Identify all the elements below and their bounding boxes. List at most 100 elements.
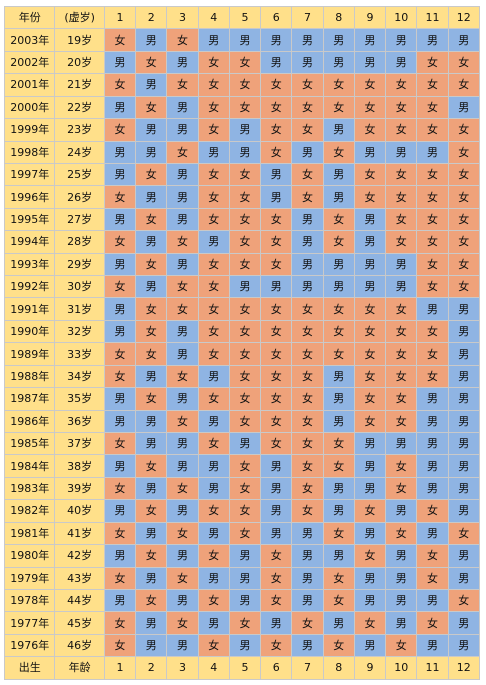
gender-cell: 男 — [135, 409, 168, 434]
gender-cell: 女 — [260, 566, 293, 590]
gender-cell: 男 — [135, 566, 168, 590]
gender-cell: 男 — [166, 319, 199, 344]
gender-cell: 女 — [260, 342, 293, 366]
gender-cell: 女 — [166, 409, 199, 434]
gender-cell: 女 — [322, 454, 355, 478]
footer-month-4: 4 — [197, 656, 230, 680]
gender-cell: 女 — [322, 566, 355, 590]
gender-cell: 男 — [416, 476, 449, 501]
gender-cell: 男 — [135, 230, 168, 254]
gender-cell: 女 — [322, 297, 355, 321]
gender-cell: 女 — [228, 185, 262, 209]
age-cell: 36岁 — [54, 409, 105, 434]
age-cell: 19岁 — [54, 28, 105, 52]
gender-cell: 女 — [416, 544, 449, 568]
gender-cell: 男 — [103, 544, 137, 568]
gender-cell: 女 — [385, 185, 418, 209]
gender-cell: 女 — [353, 611, 387, 635]
gender-cell: 女 — [385, 118, 418, 142]
gender-cell: 女 — [103, 275, 137, 299]
gender-cell: 男 — [228, 432, 262, 456]
gender-cell: 女 — [353, 342, 387, 366]
gender-cell: 男 — [447, 28, 481, 52]
gender-cell: 男 — [447, 342, 481, 366]
gender-cell: 女 — [322, 140, 355, 164]
gender-cell: 女 — [103, 476, 137, 501]
age-cell: 45岁 — [54, 611, 105, 635]
gender-cell: 男 — [322, 611, 355, 635]
header-month-7: 7 — [291, 5, 324, 30]
gender-cell: 男 — [447, 95, 481, 120]
age-cell: 27岁 — [54, 207, 105, 232]
gender-cell: 女 — [322, 432, 355, 456]
table-row: 1998年 24岁男男女男男女男女男男男女 — [3, 140, 481, 164]
gender-cell: 男 — [197, 611, 230, 635]
gender-cell: 男 — [416, 432, 449, 456]
birth-year-cell: 1988年 — [3, 364, 56, 389]
gender-cell: 男 — [260, 162, 293, 187]
birth-year-cell: 1995年 — [3, 207, 56, 232]
gender-cell: 女 — [447, 521, 481, 546]
gender-cell: 男 — [166, 185, 199, 209]
gender-cell: 女 — [416, 319, 449, 344]
header-year-label: 年份 — [3, 5, 56, 30]
gender-cell: 女 — [385, 297, 418, 321]
gender-cell: 男 — [353, 432, 387, 456]
gender-cell: 女 — [447, 185, 481, 209]
gender-cell: 女 — [291, 162, 324, 187]
gender-cell: 女 — [103, 566, 137, 590]
table-row: 1978年 44岁男女男女男女男女男男男女 — [3, 588, 481, 613]
gender-cell: 女 — [416, 185, 449, 209]
gender-cell: 男 — [322, 252, 355, 277]
gender-cell: 男 — [260, 275, 293, 299]
gender-cell: 男 — [353, 140, 387, 164]
gender-cell: 女 — [166, 140, 199, 164]
gender-cell: 女 — [197, 275, 230, 299]
table-row: 1993年 29岁男女男女女女男男男男女女 — [3, 252, 481, 277]
age-cell: 46岁 — [54, 633, 105, 658]
gender-cell: 男 — [166, 342, 199, 366]
gender-cell: 女 — [135, 50, 168, 75]
gender-cell: 男 — [166, 162, 199, 187]
header-month-3: 3 — [166, 5, 199, 30]
gender-cell: 女 — [291, 387, 324, 411]
table-row: 1996年 26岁女男男女女男女男女女女女 — [3, 185, 481, 209]
gender-cell: 女 — [260, 364, 293, 389]
gender-cell: 男 — [197, 140, 230, 164]
gender-cell: 男 — [353, 633, 387, 658]
gender-cell: 女 — [322, 207, 355, 232]
gender-cell: 女 — [103, 342, 137, 366]
gender-cell: 男 — [385, 432, 418, 456]
gender-cell: 女 — [166, 476, 199, 501]
birth-year-cell: 1987年 — [3, 387, 56, 411]
table-row: 1980年 42岁男女男女男女男男女男女男 — [3, 544, 481, 568]
gender-cell: 男 — [447, 297, 481, 321]
table-row: 1981年 41岁女男女男女男男女男女男女 — [3, 521, 481, 546]
gender-cell: 男 — [416, 409, 449, 434]
age-cell: 43岁 — [54, 566, 105, 590]
gender-cell: 女 — [103, 633, 137, 658]
gender-cell: 女 — [447, 252, 481, 277]
gender-cell: 男 — [353, 588, 387, 613]
birth-year-cell: 2002年 — [3, 50, 56, 75]
gender-cell: 男 — [103, 588, 137, 613]
gender-cell: 男 — [197, 409, 230, 434]
gender-cell: 男 — [135, 73, 168, 97]
age-cell: 41岁 — [54, 521, 105, 546]
birth-year-cell: 1979年 — [3, 566, 56, 590]
gender-cell: 女 — [291, 342, 324, 366]
gender-cell: 女 — [291, 185, 324, 209]
table-row: 1988年 34岁女男女男女女女男女女女男 — [3, 364, 481, 389]
gender-cell: 女 — [197, 387, 230, 411]
gender-cell: 男 — [416, 521, 449, 546]
gender-cell: 男 — [416, 28, 449, 52]
birth-year-cell: 1984年 — [3, 454, 56, 478]
header-month-12: 12 — [447, 5, 481, 30]
gender-cell: 女 — [385, 207, 418, 232]
gender-cell: 女 — [103, 28, 137, 52]
footer-month-7: 7 — [291, 656, 324, 680]
gender-cell: 女 — [385, 364, 418, 389]
gender-cell: 女 — [416, 342, 449, 366]
gender-cell: 男 — [228, 566, 262, 590]
gender-cell: 女 — [447, 588, 481, 613]
